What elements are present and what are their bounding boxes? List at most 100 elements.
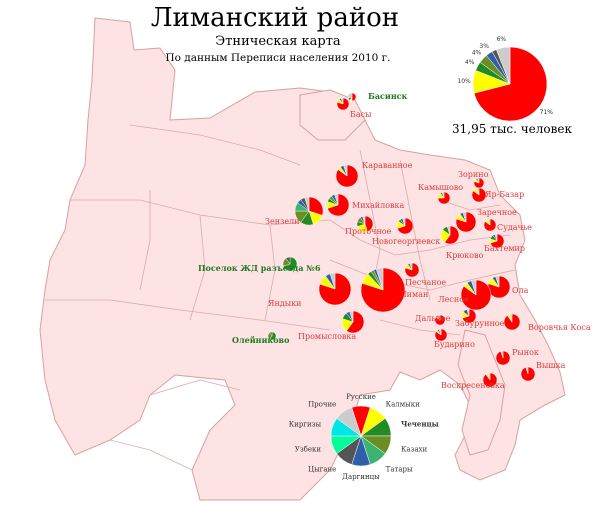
settlement-3-slice-other [334,193,339,206]
settlement-13-label: Камышово [418,183,463,192]
settlement-5-slice-other [362,215,366,225]
coast-strip [457,329,506,456]
settlement-19-label: Бахтемир [484,244,525,253]
summary-slice-other [496,46,511,85]
settlement-17-slice-russians [483,218,497,232]
settlement-14-slice-other [476,187,480,196]
settlement-28-slice-other [487,372,491,381]
settlement-18: Крюково [440,225,484,260]
legend-label-dargins: Даргинцы [342,473,380,481]
settlement-14: Яр-Базар [471,187,524,203]
settlement-16-slice-other [402,217,406,227]
settlement-18-slice-other [446,225,451,236]
settlement-22: Дальнее [415,314,451,326]
legend: Русские Калмыки Чеченцы Казахи Татары Даргинц… [289,393,439,481]
settlement-20-slice-other [495,275,500,288]
settlement-2-label: Караванное [362,161,413,170]
settlement-11-label: Олейниково [232,335,290,345]
settlement-28-label: Воскресеновка [441,381,505,390]
settlement-21-slice-other [471,279,477,296]
settlement-6: Поселок ЖД разъезда №6 [198,256,321,273]
settlement-15-label: Заречное [477,208,517,217]
settlement-4-label: Зензели [265,217,300,226]
summary-label-russians: 71% [540,109,554,116]
settlement-14-label: Яр-Базар [485,190,524,199]
settlement-16-label: Новогеоргиевск [372,237,440,246]
settlement-22-label: Дальнее [415,314,451,323]
settlement-17-label: Судачье [497,223,532,232]
settlement-5-label: Проточное [345,227,392,236]
settlement-12: Зорино [458,170,489,189]
map-title: Лиманский район [151,3,399,33]
legend-label-other: Прочие [308,401,336,409]
settlement-28: Воскресеновка [441,372,505,390]
settlement-18-label: Крюково [446,251,484,260]
settlement-1: Басы [336,97,372,119]
map-subtitle: Этническая карта [215,34,341,49]
settlement-22-slice-other [438,314,441,321]
settlement-20-label: Ола [512,286,529,295]
settlement-15-slice-other [462,211,467,223]
map-source: По данным Переписи населения 2010 г. [165,52,390,64]
settlement-17: Судачье [483,218,532,232]
settlement-21-label: Лесное [438,295,469,304]
settlement-8-label: Лиман [400,290,428,299]
summary-pie-chart: 71%10%4%4%3%6% [457,36,554,122]
settlement-4: Зензели [265,196,324,226]
settlement-19: Бахтемир [484,233,525,253]
legend-label-gypsies: Цыгане [308,465,336,473]
settlement-10-slice-other [349,310,354,323]
summary-label-other: 6% [497,36,507,43]
settlement-7-label: Яндыки [268,299,301,308]
settlement-4-slice-other [304,196,310,212]
settlement-7: Яндыки [268,272,352,308]
settlement-27-label: Вышка [536,361,566,370]
settlement-25-slice-other [509,313,513,323]
legend-label-kyrgyz: Киргизы [289,421,322,429]
settlement-26-slice-other [500,350,504,359]
settlement-10-slice-russians [346,310,365,334]
settlement-27: Вышка [520,361,566,382]
settlement-13-slice-other [441,191,445,199]
settlement-9-slice-other [409,262,413,271]
settlement-25: Воровчья Коса [503,313,591,332]
settlement-10: Промысловка [298,310,365,341]
settlement-layer: Басинск Басы Караванное Михайловка Зензели Пр… [198,91,591,390]
settlement-10-label: Промысловка [298,332,356,341]
settlement-26-label: Рынок [512,348,539,357]
settlement-17-slice-other [487,218,491,226]
legend-label-chechens: Чеченцы [401,420,439,429]
summary-label-dargins: 3% [479,43,489,50]
settlement-23: Бударино [434,328,475,349]
legend-label-russians: Русские [346,393,376,401]
settlement-1-slice-russians [336,97,350,111]
settlement-16: Новогеоргиевск [372,217,440,246]
settlement-21: Лесное [438,279,492,311]
settlement-8-slice-other [375,267,384,291]
settlement-11-slice-chechens [269,331,277,341]
settlement-3-label: Михайловка [352,201,405,210]
settlement-12-slice-other [477,177,480,184]
settlement-13: Камышово [418,183,463,205]
settlement-8: Лиман [360,267,428,313]
settlement-2: Караванное [335,161,413,188]
settlement-7-slice-other [329,272,336,290]
settlement-9-label: Песчаное [405,278,446,287]
settlement-23-label: Бударино [434,340,475,349]
legend-label-tatars: Татары [386,465,413,473]
settlement-15: Заречное [455,208,517,233]
total-population: 31,95 тыс. человек [452,122,572,136]
settlement-1-slice-other [340,97,344,105]
settlement-25-label: Воровчья Коса [528,323,591,332]
summary-label-chechens: 4% [465,59,475,66]
settlement-18-slice-russians [444,225,460,245]
settlement-0-label: Басинск [368,91,408,101]
settlement-12-slice-russians [473,177,485,189]
settlement-24-slice-other [466,308,470,317]
settlement-9: Песчаное [404,262,446,287]
settlement-11: Олейниково [232,331,290,345]
settlement-27-slice-other [525,366,529,375]
settlement-1-label: Басы [350,110,372,119]
settlement-20: Ола [487,275,529,299]
